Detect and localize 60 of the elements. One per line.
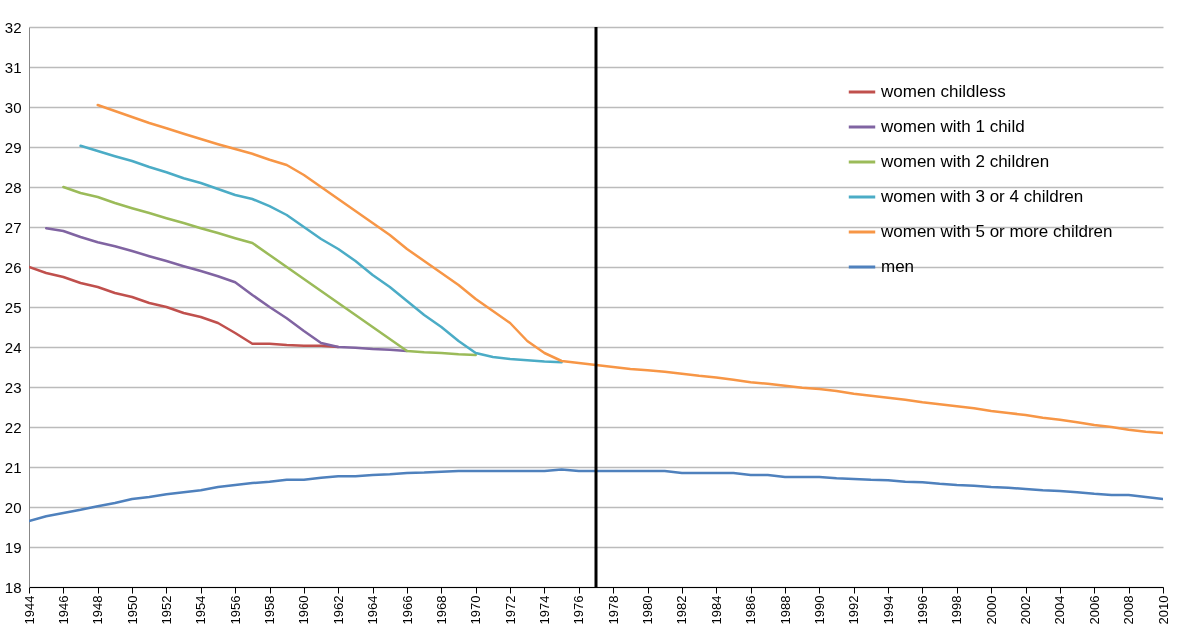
x-tick-label: 2006 [1086,595,1102,625]
y-tick-label: 26 [4,258,22,276]
y-tick-label: 27 [4,218,22,236]
x-tick-label: 2010 [1155,595,1171,625]
y-tick-label: 18 [4,578,22,596]
y-tick-label: 30 [4,98,22,116]
y-tick-label: 20 [4,498,22,516]
y-tick-label: 28 [4,178,22,196]
legend-label: women childless [880,82,1006,101]
x-tick-label: 2000 [983,595,999,625]
x-tick-label: 1964 [365,595,381,625]
x-tick-label: 1960 [296,595,312,625]
x-tick-label: 1990 [811,595,827,625]
y-tick-label: 23 [4,378,22,396]
x-tick-label: 1978 [605,595,621,625]
x-tick-label: 1948 [90,595,106,625]
line-series [96,103,1163,435]
line-series [29,468,1163,523]
x-tick-label: 1970 [468,595,484,625]
x-tick-label: 1958 [262,595,278,625]
legend-label: women with 5 or more children [880,222,1113,241]
x-tick-label: 2008 [1121,595,1137,625]
x-tick-label: 2004 [1052,595,1068,625]
legend-label: women with 3 or 4 children [880,187,1084,206]
x-tick-label: 1974 [536,595,552,625]
x-tick-label: 1944 [21,595,37,625]
y-tick-label: 32 [4,18,22,36]
line-series [44,226,409,353]
legend-label: women with 2 children [880,152,1050,171]
x-tick-label: 1962 [330,595,346,625]
legend-label: women with 1 child [880,117,1025,136]
line-series [62,185,477,357]
y-tick-label: 19 [4,538,22,556]
y-tick-label: 24 [4,338,22,356]
y-tick-label: 31 [4,58,22,76]
x-tick-label: 1950 [124,595,140,625]
line-series [79,144,563,364]
x-tick-label: 1972 [502,595,518,625]
y-tick-label: 29 [4,138,22,156]
x-tick-label: 2002 [1018,595,1034,625]
x-tick-label: 1984 [708,595,724,625]
x-tick-label: 1946 [55,595,71,625]
y-tick-label: 21 [4,458,22,476]
y-tick-label: 22 [4,418,22,436]
x-tick-label: 1996 [914,595,930,625]
x-tick-label: 1986 [743,595,759,625]
x-tick-label: 1980 [640,595,656,625]
x-tick-label: 1954 [193,595,209,625]
x-tick-label: 1966 [399,595,415,625]
legend-label: men [881,257,915,276]
x-tick-label: 1952 [158,595,174,625]
y-tick-label: 25 [4,298,22,316]
x-tick-label: 1998 [949,595,965,625]
x-tick-label: 1992 [846,595,862,625]
x-tick-label: 1994 [880,595,896,625]
x-tick-label: 1982 [674,595,690,625]
x-tick-label: 1956 [227,595,243,625]
x-tick-label: 1976 [571,595,587,625]
x-tick-label: 1988 [777,595,793,625]
x-tick-label: 1968 [433,595,449,625]
